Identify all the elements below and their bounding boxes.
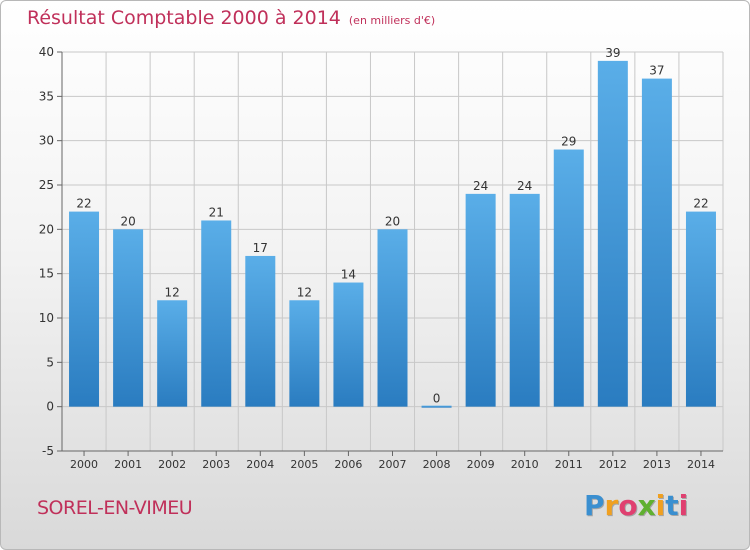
x-tick-label: 2002 (158, 458, 186, 471)
y-tick-label: 5 (46, 355, 54, 369)
x-tick-label: 2008 (423, 458, 451, 471)
bar-value-label: 29 (561, 135, 576, 149)
city-name: SOREL-EN-VIMEU (37, 497, 193, 519)
x-tick-label: 2000 (70, 458, 98, 471)
bar-value-label: 20 (120, 214, 135, 228)
bar-value-label: 22 (76, 197, 91, 211)
bar-value-label: 24 (473, 179, 488, 193)
chart-subtitle: (en milliers d'€) (348, 14, 436, 27)
bar (421, 405, 452, 408)
logo-letter: i (655, 489, 666, 522)
y-tick-label: 40 (39, 45, 54, 59)
bar-value-label: 12 (165, 285, 180, 299)
bar (685, 211, 716, 407)
logo-letter: P (584, 489, 605, 522)
x-tick-label: 2010 (511, 458, 539, 471)
x-tick-label: 2005 (290, 458, 318, 471)
x-tick-label: 2009 (467, 458, 495, 471)
x-tick-label: 2014 (687, 458, 715, 471)
chart-title: Résultat Comptable 2000 à 2014 (en millie… (27, 7, 435, 29)
bar (509, 193, 540, 407)
bar-value-label: 24 (517, 179, 532, 193)
y-tick-label: 25 (39, 178, 54, 192)
bar (113, 229, 144, 407)
bar-value-label: 0 (433, 392, 441, 406)
bar-value-label: 12 (297, 285, 312, 299)
x-tick-label: 2007 (379, 458, 407, 471)
bar (641, 78, 672, 407)
bar (69, 211, 100, 407)
bar-value-label: 37 (649, 64, 664, 78)
logo-letter: t (665, 489, 679, 522)
logo-letter: o (618, 489, 638, 522)
bar-value-label: 20 (385, 214, 400, 228)
bar (201, 220, 232, 407)
y-tick-label: 0 (46, 400, 54, 414)
bar (289, 300, 320, 407)
bar (597, 60, 628, 407)
x-tick-label: 2006 (334, 458, 362, 471)
x-tick-label: 2013 (643, 458, 671, 471)
bar-value-label: 21 (209, 205, 224, 219)
bar-value-label: 14 (341, 268, 356, 282)
bar-value-label: 39 (605, 46, 620, 60)
bar-value-label: 17 (253, 241, 268, 255)
bar (465, 193, 496, 407)
x-tick-label: 2011 (555, 458, 583, 471)
logo-letter: r (604, 489, 619, 522)
y-tick-label: 20 (39, 222, 54, 236)
bar (157, 300, 188, 407)
y-tick-label: 35 (39, 89, 54, 103)
bar (553, 149, 584, 407)
bar-value-label: 22 (693, 197, 708, 211)
x-tick-label: 2003 (202, 458, 230, 471)
y-tick-label: 15 (39, 267, 54, 281)
bar (333, 282, 364, 407)
x-tick-label: 2012 (599, 458, 627, 471)
bar (245, 255, 276, 407)
y-tick-label: -5 (42, 444, 54, 458)
logo-letter: i (678, 489, 689, 522)
chart-title-text: Résultat Comptable 2000 à 2014 (27, 7, 341, 29)
proxiti-logo[interactable]: Proxiti (584, 489, 688, 522)
bar (377, 229, 408, 407)
x-tick-label: 2004 (246, 458, 274, 471)
y-tick-label: 30 (39, 134, 54, 148)
x-tick-label: 2001 (114, 458, 142, 471)
logo-letter: x (637, 489, 656, 522)
y-tick-label: 10 (39, 311, 54, 325)
